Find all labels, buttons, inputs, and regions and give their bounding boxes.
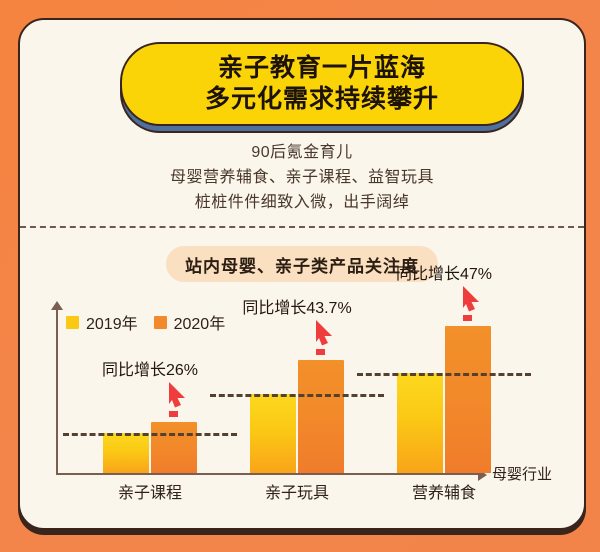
y-axis-line — [56, 308, 58, 475]
legend-item-2020: 2020年 — [153, 310, 226, 334]
bar-chart: 母婴行业 亲子课程 同比增长26% 亲子玩具 同比增长43.7% 营养辅食 同比增长47% — [20, 20, 584, 528]
title-banner-body: 亲子教育一片蓝海 多元化需求持续攀升 — [120, 42, 524, 126]
bar-2020-亲子玩具 — [298, 359, 344, 473]
bar-2019-营养辅食 — [397, 372, 443, 473]
axis-arrow-icon — [478, 469, 487, 481]
reference-line — [63, 432, 237, 436]
arrow-up-icon — [166, 380, 188, 418]
bar-2019-亲子玩具 — [250, 393, 296, 473]
bar-group: 亲子课程 — [103, 303, 197, 502]
reference-line — [357, 372, 531, 376]
reference-line — [210, 393, 384, 397]
growth-annotation: 同比增长43.7% — [242, 299, 352, 317]
x-tick-label: 亲子玩具 — [264, 485, 329, 502]
growth-annotation: 同比增长26% — [101, 362, 199, 380]
body-line-3: 桩桩件件细致入微，出手阔绰 — [194, 194, 410, 211]
section-pill-label: 站内母婴、亲子类产品关注度 — [185, 256, 419, 276]
title-banner: 亲子教育一片蓝海 多元化需求持续攀升 — [120, 42, 524, 133]
bar-group: 亲子玩具 — [250, 303, 344, 502]
legend-swatch-2020 — [153, 315, 167, 329]
bar-2020-营养辅食 — [445, 326, 491, 473]
legend-label-2019: 2019年 — [86, 316, 138, 333]
x-tick-label: 亲子课程 — [117, 485, 182, 502]
title-line-1: 亲子教育一片蓝海 — [217, 54, 426, 82]
arrow-up-icon — [460, 284, 482, 322]
title-line-2: 多元化需求持续攀升 — [204, 85, 439, 113]
section-pill: 站内母婴、亲子类产品关注度 — [166, 246, 438, 282]
x-axis-label: 母婴行业 — [492, 466, 553, 483]
arrow-up-icon — [313, 318, 335, 356]
legend-swatch-2019 — [66, 315, 79, 329]
body-line-1: 90后氪金育儿 — [251, 144, 353, 161]
bar-group: 营养辅食 — [397, 303, 491, 502]
body-line-2: 母婴营养辅食、亲子课程、益智玩具 — [169, 169, 434, 186]
section-divider — [20, 226, 584, 228]
y-axis-arrow-icon — [51, 301, 63, 310]
x-axis-line — [56, 473, 480, 475]
chart-legend: 2019年 2020年 — [66, 310, 225, 334]
legend-label-2020: 2020年 — [173, 316, 226, 333]
body-text-block: 90后氪金育儿 母婴营养辅食、亲子课程、益智玩具 桩桩件件细致入微，出手阔绰 — [20, 140, 584, 215]
bar-2019-亲子课程 — [103, 432, 149, 473]
content-card: 亲子教育一片蓝海 多元化需求持续攀升 90后氪金育儿 母婴营养辅食、亲子课程、益… — [18, 18, 586, 530]
legend-item-2019: 2019年 — [66, 310, 138, 334]
growth-annotation: 同比增长47% — [395, 266, 493, 284]
x-tick-label: 营养辅食 — [411, 485, 476, 502]
bar-2020-亲子课程 — [151, 422, 197, 473]
